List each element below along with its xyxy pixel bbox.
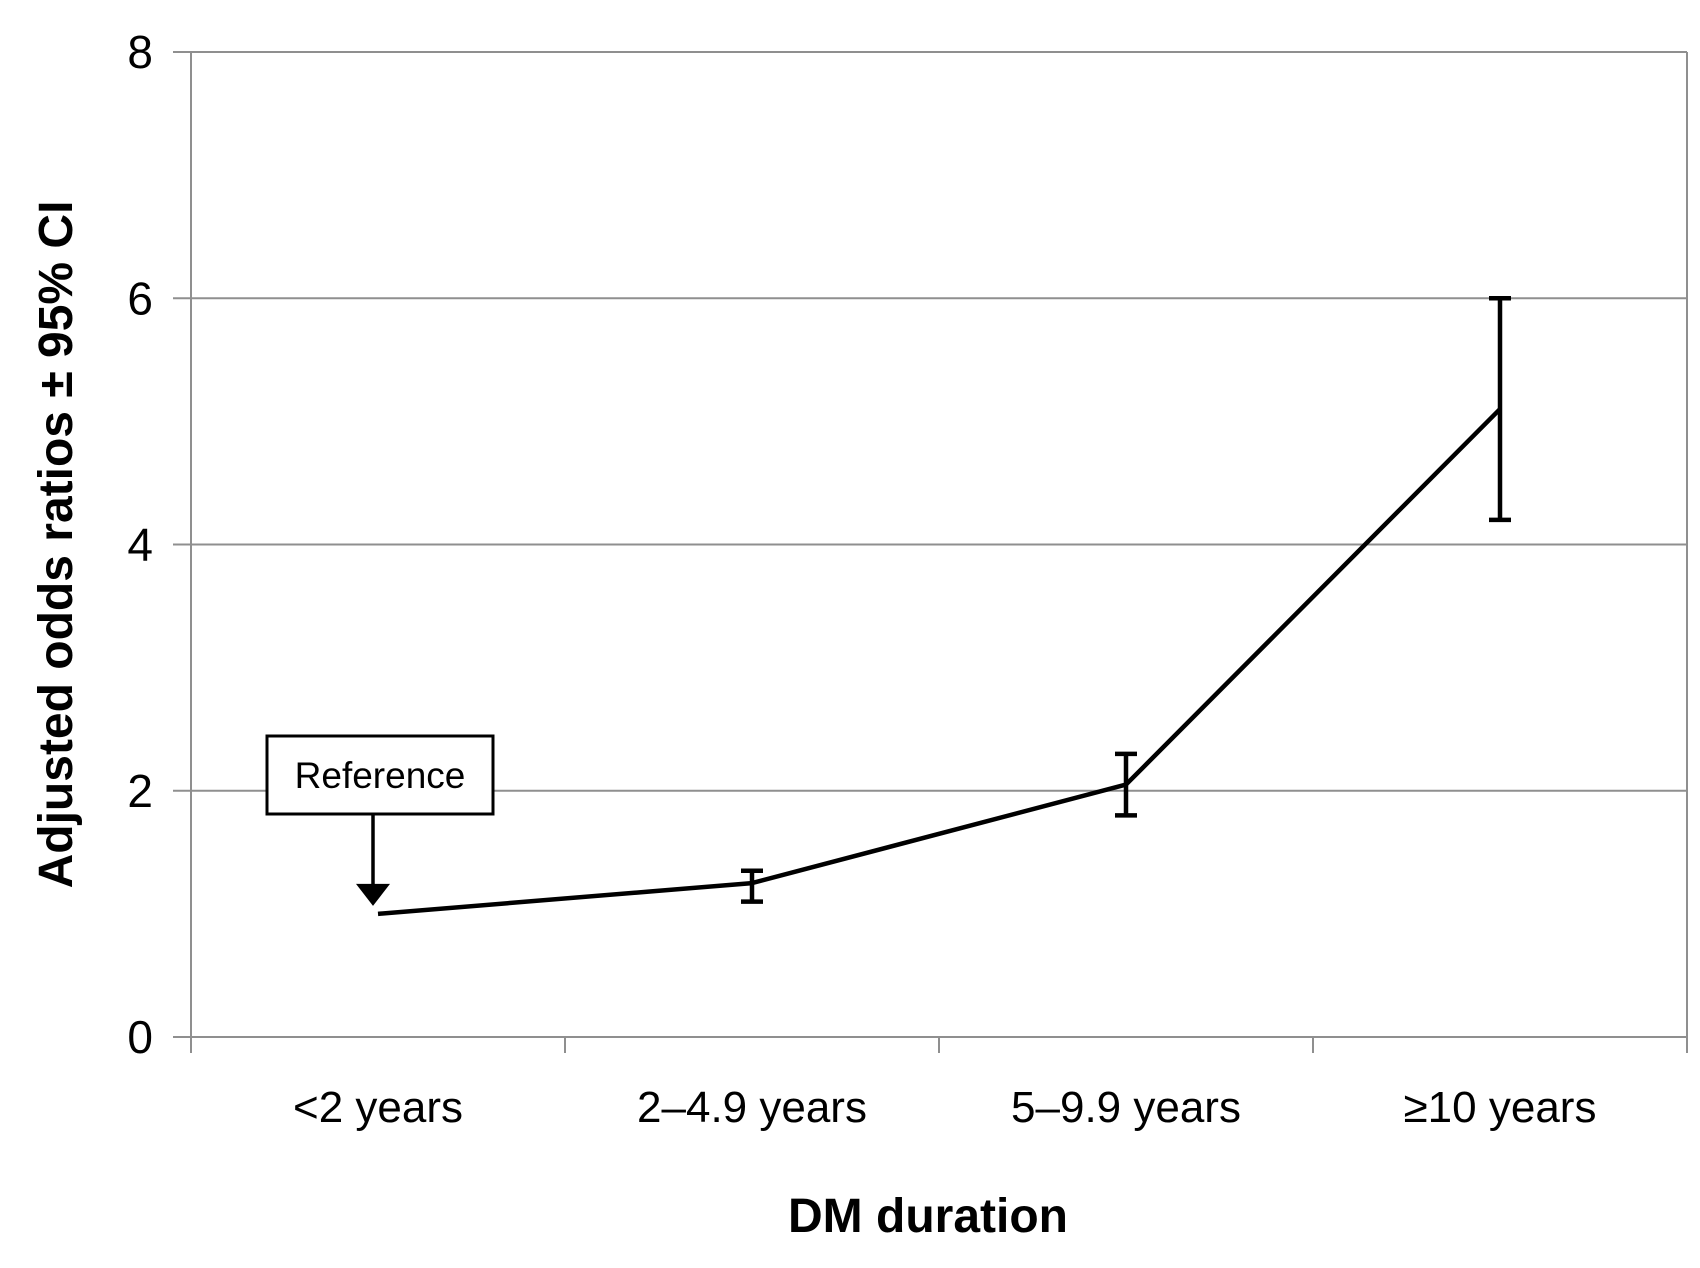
reference-annotation: Reference	[265, 734, 495, 906]
y-tick-label: 0	[127, 1011, 153, 1063]
odds-ratio-line-series	[377, 407, 1502, 917]
y-tick-label: 2	[127, 765, 153, 817]
odds-ratio-polyline	[377, 407, 1502, 917]
reference-label: Reference	[295, 755, 466, 796]
x-tick-label: 5–9.9 years	[1011, 1083, 1241, 1132]
x-axis-title: DM duration	[788, 1190, 1068, 1243]
axis-lines	[173, 52, 1688, 1053]
x-tick-label: <2 years	[293, 1083, 463, 1132]
reference-arrow-head-icon	[356, 883, 390, 906]
reference-box	[265, 734, 495, 816]
error-bars	[741, 296, 1511, 904]
y-tick-label: 4	[127, 519, 153, 571]
gridlines	[173, 51, 1687, 792]
x-axis-tick-labels: <2 years 2–4.9 years 5–9.9 years ≥10 years	[293, 1083, 1596, 1132]
y-axis-tick-labels: 0 2 4 6 8	[127, 26, 153, 1063]
y-tick-label: 8	[127, 26, 153, 78]
x-tick-label: 2–4.9 years	[637, 1083, 867, 1132]
x-tick-label: ≥10 years	[1404, 1083, 1597, 1132]
y-tick-label: 6	[127, 272, 153, 324]
y-axis-title: Adjusted odds ratios ± 95% CI	[30, 201, 83, 889]
